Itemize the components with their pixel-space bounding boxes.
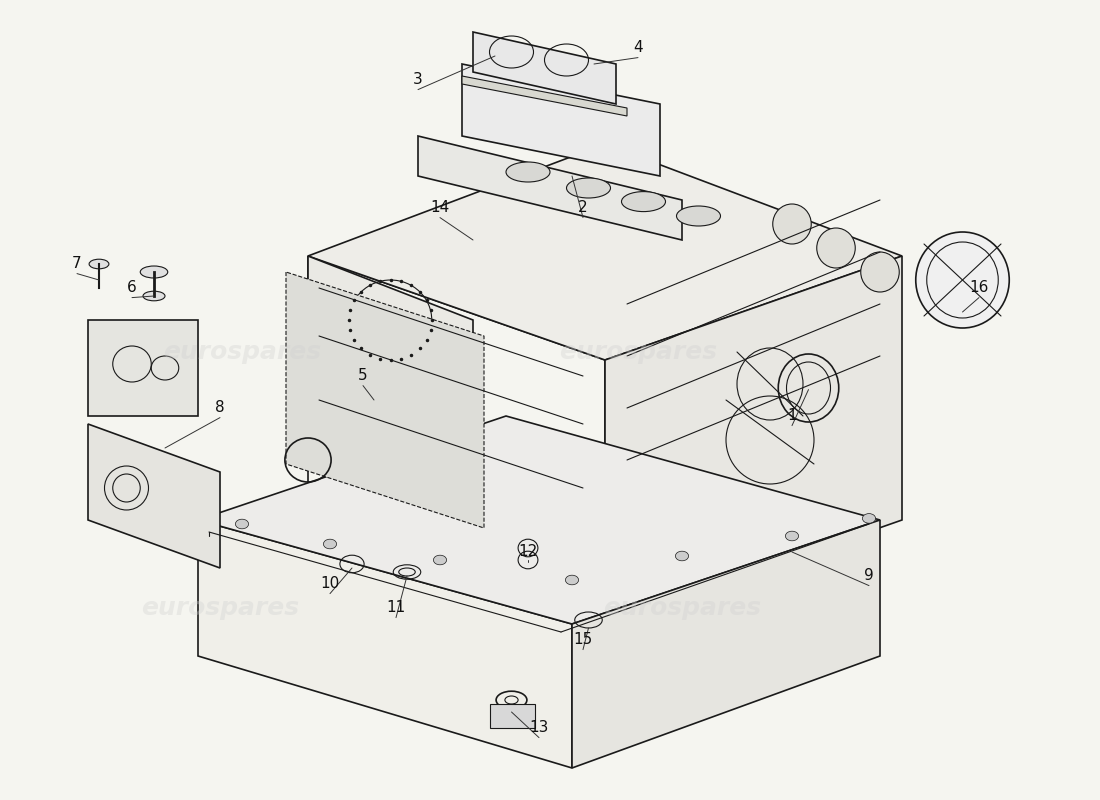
Text: 7: 7	[73, 257, 81, 271]
Polygon shape	[88, 424, 220, 568]
Text: 1: 1	[788, 409, 796, 423]
Ellipse shape	[772, 204, 812, 244]
Text: 5: 5	[359, 369, 367, 383]
Polygon shape	[490, 704, 535, 728]
Polygon shape	[462, 64, 660, 176]
Ellipse shape	[675, 551, 689, 561]
Ellipse shape	[860, 252, 900, 292]
Ellipse shape	[141, 266, 168, 278]
Ellipse shape	[143, 291, 165, 301]
Ellipse shape	[433, 555, 447, 565]
Text: eurospares: eurospares	[603, 596, 761, 620]
Text: 11: 11	[386, 601, 406, 615]
Text: eurospares: eurospares	[559, 340, 717, 364]
Ellipse shape	[506, 162, 550, 182]
Text: 12: 12	[518, 545, 538, 559]
Ellipse shape	[676, 206, 720, 226]
Text: 15: 15	[573, 633, 593, 647]
Polygon shape	[198, 520, 572, 768]
Text: 8: 8	[216, 401, 224, 415]
Text: 13: 13	[529, 721, 549, 735]
Ellipse shape	[235, 519, 249, 529]
Text: 9: 9	[865, 569, 873, 583]
Ellipse shape	[816, 228, 856, 268]
Text: eurospares: eurospares	[141, 596, 299, 620]
Text: 14: 14	[430, 201, 450, 215]
Polygon shape	[605, 256, 902, 624]
Text: eurospares: eurospares	[163, 340, 321, 364]
Ellipse shape	[915, 232, 1010, 328]
Text: 16: 16	[969, 281, 989, 295]
Polygon shape	[198, 416, 880, 624]
Polygon shape	[308, 256, 473, 504]
Text: 3: 3	[414, 73, 422, 87]
Ellipse shape	[565, 575, 579, 585]
Ellipse shape	[785, 531, 799, 541]
Ellipse shape	[566, 178, 610, 198]
Bar	[88, 320, 198, 416]
Text: 10: 10	[320, 577, 340, 591]
Ellipse shape	[862, 514, 876, 523]
Text: 4: 4	[634, 41, 642, 55]
Text: 6: 6	[128, 281, 136, 295]
Polygon shape	[308, 144, 902, 360]
Ellipse shape	[89, 259, 109, 269]
Polygon shape	[286, 272, 484, 528]
Polygon shape	[572, 520, 880, 768]
Ellipse shape	[323, 539, 337, 549]
Polygon shape	[473, 32, 616, 104]
Polygon shape	[462, 76, 627, 116]
Polygon shape	[418, 136, 682, 240]
Ellipse shape	[621, 192, 665, 212]
Text: 2: 2	[579, 201, 587, 215]
